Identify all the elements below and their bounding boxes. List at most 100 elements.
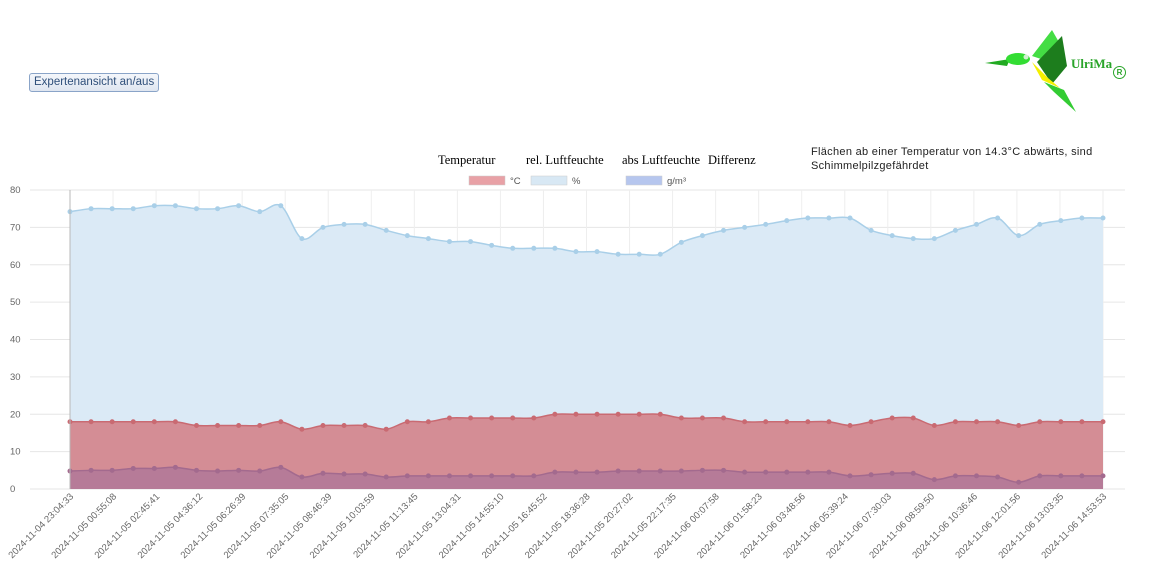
logo-text: UlriMa [1071,56,1113,71]
data-point [573,249,579,255]
data-point [446,473,452,479]
expert-view-toggle-button[interactable]: Expertenansicht an/aus [29,73,160,92]
data-point [974,473,980,479]
data-point [468,473,474,479]
data-point [1016,233,1022,239]
data-point [425,419,431,425]
data-point [784,218,790,224]
data-point [952,419,958,425]
data-point [931,477,937,483]
data-point [721,415,727,421]
data-point [615,251,621,257]
data-point [594,469,600,475]
data-point [657,251,663,257]
data-point [341,422,347,428]
data-point [678,415,684,421]
data-point [215,468,221,474]
data-point [404,473,410,479]
data-point [763,469,769,475]
data-point [763,419,769,425]
series-area [70,204,1103,489]
legend-label: °C [510,176,521,187]
data-point [362,221,368,227]
data-point [1100,419,1106,425]
data-point [699,233,705,239]
series-area [70,413,1103,489]
data-point [236,422,242,428]
data-point [489,415,495,421]
data-point [172,203,178,209]
data-point [847,422,853,428]
series-area [70,467,1103,489]
data-point [931,422,937,428]
data-point [847,473,853,479]
legend-label: g/m³ [667,176,686,187]
data-point [826,215,832,221]
data-point [910,236,916,242]
y-tick-label: 50 [10,297,21,308]
tab-differenz[interactable]: Differenz [708,153,756,167]
data-point [489,473,495,479]
data-point [88,467,94,473]
data-point [468,415,474,421]
data-point [868,227,874,233]
tab-rel-luftfeuchte[interactable]: rel. Luftfeuchte [526,153,604,167]
data-point [1058,218,1064,224]
data-point [425,236,431,242]
data-point [404,419,410,425]
legend-label: % [572,176,581,187]
data-point [952,227,958,233]
data-point [742,469,748,475]
data-point [974,221,980,227]
data-point [257,209,263,215]
legend-swatch [625,175,663,186]
data-point [1100,215,1106,221]
data-point [847,215,853,221]
data-point [573,411,579,417]
data-point [1037,419,1043,425]
series-areas [67,203,1106,489]
data-point [446,415,452,421]
data-point [573,469,579,475]
data-point [805,419,811,425]
data-point [320,224,326,230]
y-tick-label: 20 [10,409,21,420]
data-point [510,415,516,421]
data-point [889,233,895,239]
data-point [383,426,389,432]
data-point [172,419,178,425]
data-point [151,465,157,471]
data-point [636,411,642,417]
y-tick-label: 60 [10,260,21,271]
data-point [299,474,305,480]
data-point [552,411,558,417]
data-point [636,251,642,257]
data-point [721,467,727,473]
data-point [193,467,199,473]
data-point [172,464,178,470]
legend-swatch [468,175,506,186]
data-point [826,469,832,475]
data-point [257,422,263,428]
data-point [257,468,263,474]
data-point [910,470,916,476]
data-point [151,203,157,209]
data-point [109,467,115,473]
data-point [215,206,221,212]
data-point [1058,419,1064,425]
data-point [910,415,916,421]
y-tick-label: 70 [10,222,21,233]
data-point [341,471,347,477]
data-point [489,242,495,248]
data-point [678,239,684,245]
data-point [742,224,748,230]
tab-temperatur[interactable]: Temperatur [438,153,496,167]
data-point [1079,473,1085,479]
data-point [278,464,284,470]
y-tick-label: 40 [10,335,21,346]
y-tick-label: 0 [10,484,15,495]
tab-abs-luftfeuchte[interactable]: abs Luftfeuchte [622,153,701,167]
data-point [236,467,242,473]
data-point [1079,215,1085,221]
data-point [383,474,389,480]
